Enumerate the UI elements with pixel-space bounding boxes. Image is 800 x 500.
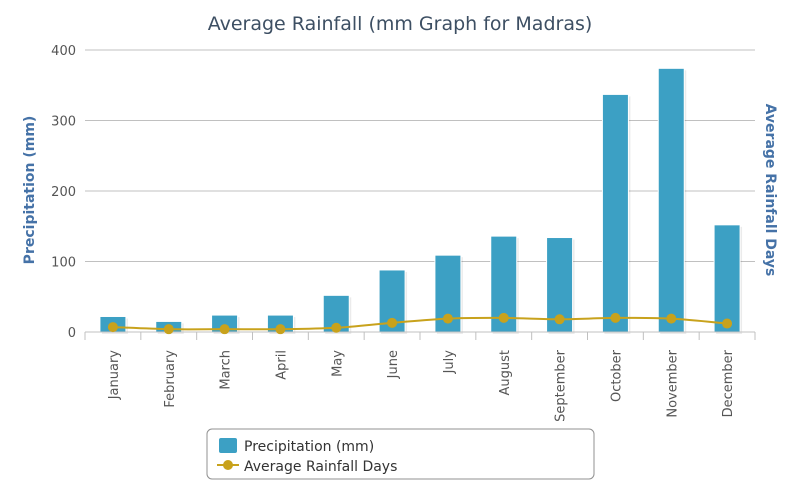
point-january[interactable]	[107, 322, 118, 333]
point-october[interactable]	[610, 312, 621, 323]
x-tick-label: March	[219, 350, 234, 390]
y-axis-ticks: 0 100 200 300 400	[51, 44, 76, 341]
x-tick-label: May	[330, 350, 345, 377]
legend-label-rainfall-days[interactable]: Average Rainfall Days	[244, 459, 397, 475]
point-april[interactable]	[275, 324, 286, 335]
line-series	[107, 312, 733, 335]
legend-swatch-rainfall-days-marker[interactable]	[223, 460, 233, 470]
y-axis-title: Precipitation (mm)	[22, 116, 38, 265]
point-december[interactable]	[722, 318, 733, 329]
x-tick-label: August	[498, 350, 513, 396]
x-tick-label: November	[665, 349, 680, 417]
y-tick-label: 100	[51, 256, 76, 271]
point-july[interactable]	[442, 313, 453, 324]
legend: Precipitation (mm) Average Rainfall Days	[206, 428, 595, 480]
y-tick-label: 300	[51, 115, 76, 130]
rainfall-days-line	[112, 316, 728, 331]
y-tick-label: 0	[68, 326, 76, 341]
legend-swatch-precipitation[interactable]	[219, 438, 237, 453]
y2-axis-title: Average Rainfall Days	[762, 104, 778, 277]
gridlines	[85, 49, 755, 262]
y-tick-label: 400	[51, 44, 76, 59]
x-tick-label: February	[163, 350, 178, 408]
point-september[interactable]	[554, 314, 565, 325]
point-november[interactable]	[666, 313, 677, 324]
x-axis	[84, 331, 756, 340]
chart-title: Average Rainfall (mm Graph for Madras)	[208, 13, 593, 35]
point-may[interactable]	[331, 322, 342, 333]
bar-november[interactable]	[657, 67, 685, 333]
x-tick-label: July	[442, 350, 457, 375]
x-tick-label: September	[554, 349, 569, 422]
point-august[interactable]	[498, 312, 509, 323]
point-march[interactable]	[219, 324, 230, 335]
point-june[interactable]	[387, 317, 398, 328]
x-tick-label: April	[274, 350, 289, 380]
x-tick-label: October	[609, 349, 624, 402]
bar-series	[99, 67, 743, 334]
bar-december[interactable]	[713, 224, 741, 333]
y-tick-label: 200	[51, 185, 76, 200]
x-tick-label: December	[721, 349, 736, 417]
x-tick-label: June	[386, 350, 401, 379]
bar-october[interactable]	[601, 93, 629, 333]
x-axis-ticks: January February March April May June July Augu…	[107, 349, 736, 422]
point-february[interactable]	[163, 324, 174, 335]
legend-label-precipitation[interactable]: Precipitation (mm)	[244, 439, 374, 455]
legend-box	[206, 428, 595, 480]
x-tick-label: January	[107, 350, 122, 401]
